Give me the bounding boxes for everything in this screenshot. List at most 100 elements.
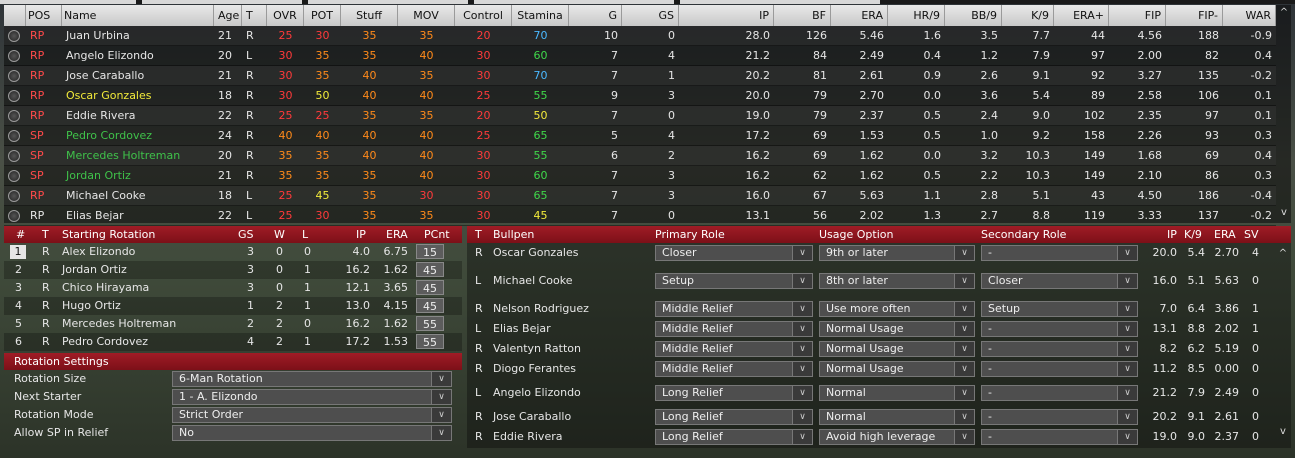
chevron-down-icon[interactable]: ∨	[1117, 322, 1137, 336]
usage-option-dropdown[interactable]: Normal Usage ∨	[819, 361, 975, 377]
chevron-down-icon[interactable]: ∨	[792, 386, 812, 400]
bullpen-row[interactable]: R Valentyn Ratton Middle Relief ∨ Normal Usa…	[467, 339, 1291, 359]
rotation-pitch-count-input[interactable]: 45	[416, 298, 444, 313]
rotation-mode-dropdown[interactable]: Strict Order ∨	[172, 407, 452, 423]
primary-role-dropdown[interactable]: Middle Relief ∨	[655, 301, 813, 317]
row-select-radio[interactable]	[8, 110, 20, 122]
secondary-role-dropdown[interactable]: - ∨	[981, 321, 1138, 337]
rotation-header-w[interactable]: W	[274, 228, 285, 241]
column-header-gs[interactable]: GS	[622, 5, 679, 26]
chevron-down-icon[interactable]: ∨	[431, 426, 451, 440]
primary-role-dropdown[interactable]: Middle Relief ∨	[655, 321, 813, 337]
usage-option-dropdown[interactable]: Normal Usage ∨	[819, 321, 975, 337]
table-row[interactable]: RP Angelo Elizondo 20 L 30 35 35 40 30 60 7 4 21.2 84…	[4, 46, 1276, 66]
primary-role-dropdown[interactable]: Long Relief ∨	[655, 409, 813, 425]
row-select-radio[interactable]	[8, 70, 20, 82]
usage-option-dropdown[interactable]: Normal ∨	[819, 385, 975, 401]
chevron-down-icon[interactable]: ∨	[954, 342, 974, 356]
secondary-role-dropdown[interactable]: - ∨	[981, 361, 1138, 377]
bullpen-header-title[interactable]: Bullpen	[493, 228, 535, 241]
column-header-throws[interactable]: T	[242, 5, 267, 26]
rotation-pitcher-name[interactable]: Chico Hirayama	[62, 281, 150, 294]
bullpen-row[interactable]: R Oscar Gonzales Closer ∨ 9th or later ∨ - ∨ 20.…	[467, 243, 1291, 263]
chevron-down-icon[interactable]: ∨	[1117, 410, 1137, 424]
secondary-role-dropdown[interactable]: - ∨	[981, 385, 1138, 401]
rotation-row[interactable]: 3 R Chico Hirayama 3 0 1 12.1 3.65 45	[4, 279, 462, 297]
column-header-g[interactable]: G	[569, 5, 622, 26]
chevron-down-icon[interactable]: ∨	[792, 302, 812, 316]
rotation-pitch-count-input[interactable]: 15	[416, 244, 444, 259]
rotation-size-dropdown[interactable]: 6-Man Rotation ∨	[172, 371, 452, 387]
chevron-down-icon[interactable]: ∨	[954, 302, 974, 316]
table-row[interactable]: RP Juan Urbina 21 R 25 30 35 35 20 70 10 0 28.0 126 5.…	[4, 26, 1276, 46]
secondary-role-dropdown[interactable]: - ∨	[981, 245, 1138, 261]
column-header-stuff[interactable]: Stuff	[341, 5, 398, 26]
column-header-pos[interactable]: POS	[26, 5, 62, 26]
chevron-down-icon[interactable]: ∨	[792, 246, 812, 260]
chevron-down-icon[interactable]: ∨	[954, 410, 974, 424]
usage-option-dropdown[interactable]: Use more often ∨	[819, 301, 975, 317]
rotation-row[interactable]: 5 R Mercedes Holtreman 2 2 0 16.2 1.62 55	[4, 315, 462, 333]
row-select-radio[interactable]	[8, 30, 20, 42]
primary-role-dropdown[interactable]: Middle Relief ∨	[655, 361, 813, 377]
row-select-radio[interactable]	[8, 50, 20, 62]
bullpen-header-secondary[interactable]: Secondary Role	[981, 228, 1067, 241]
chevron-down-icon[interactable]: ∨	[954, 430, 974, 444]
row-select-radio[interactable]	[8, 150, 20, 162]
tab-segment[interactable]	[474, 0, 674, 4]
chevron-down-icon[interactable]: ∨	[1117, 342, 1137, 356]
rotation-header-gs[interactable]: GS	[238, 228, 254, 241]
column-header-fipminus[interactable]: FIP-	[1166, 5, 1223, 26]
chevron-down-icon[interactable]: ∨	[792, 342, 812, 356]
column-header-stamina[interactable]: Stamina	[512, 5, 569, 26]
chevron-down-icon[interactable]: ∨	[954, 362, 974, 376]
bullpen-row[interactable]: L Michael Cooke Setup ∨ 8th or later ∨ Closer ∨…	[467, 263, 1291, 299]
bullpen-scroll-up-button[interactable]: ^	[1278, 248, 1288, 259]
rotation-pitch-count-input[interactable]: 55	[416, 316, 444, 331]
rotation-pitch-count-input[interactable]: 45	[416, 280, 444, 295]
row-select-radio[interactable]	[8, 190, 20, 202]
chevron-down-icon[interactable]: ∨	[792, 410, 812, 424]
chevron-down-icon[interactable]: ∨	[954, 386, 974, 400]
rotation-pitcher-name[interactable]: Pedro Cordovez	[62, 335, 149, 348]
usage-option-dropdown[interactable]: 9th or later ∨	[819, 245, 975, 261]
bullpen-scroll-down-button[interactable]: v	[1280, 426, 1286, 437]
table-scroll-down-button[interactable]: v	[1281, 207, 1287, 218]
table-row[interactable]: RP Michael Cooke 18 L 25 45 35 30 30 65 7 3 16.0 67 5.…	[4, 186, 1276, 206]
bullpen-pitcher-name[interactable]: Nelson Rodriguez	[493, 302, 589, 315]
next-starter-dropdown[interactable]: 1 - A. Elizondo ∨	[172, 389, 452, 405]
chevron-down-icon[interactable]: ∨	[1117, 246, 1137, 260]
column-header-control[interactable]: Control	[455, 5, 512, 26]
bullpen-row[interactable]: R Jose Caraballo Long Relief ∨ Normal ∨ - ∨ 20.2…	[467, 407, 1291, 427]
rotation-slot-number-box[interactable]: 1	[10, 245, 26, 259]
rotation-row[interactable]: 2 R Jordan Ortiz 3 0 1 16.2 1.62 45	[4, 261, 462, 279]
table-row[interactable]: RP Oscar Gonzales 18 R 30 50 40 40 25 55 9 3 20.0 79 2…	[4, 86, 1276, 106]
primary-role-dropdown[interactable]: Middle Relief ∨	[655, 341, 813, 357]
primary-role-dropdown[interactable]: Closer ∨	[655, 245, 813, 261]
chevron-down-icon[interactable]: ∨	[954, 322, 974, 336]
chevron-down-icon[interactable]: ∨	[1117, 386, 1137, 400]
bullpen-header-usage[interactable]: Usage Option	[819, 228, 894, 241]
usage-option-dropdown[interactable]: Normal ∨	[819, 409, 975, 425]
column-header-age[interactable]: Age	[214, 5, 242, 26]
column-header-bb9[interactable]: BB/9	[945, 5, 1002, 26]
bullpen-row[interactable]: R Eddie Rivera Long Relief ∨ Avoid high leve…	[467, 427, 1291, 447]
column-header-ovr[interactable]: OVR	[267, 5, 304, 26]
usage-option-dropdown[interactable]: Avoid high leverage ∨	[819, 429, 975, 445]
chevron-down-icon[interactable]: ∨	[954, 274, 974, 288]
chevron-down-icon[interactable]: ∨	[1117, 274, 1137, 288]
tab-segment[interactable]	[308, 0, 468, 4]
table-row[interactable]: SP Jordan Ortiz 21 R 35 35 35 40 30 60 7 3 16.2 62 1.6…	[4, 166, 1276, 186]
rotation-pitcher-name[interactable]: Alex Elizondo	[62, 245, 136, 258]
rotation-header-pcnt[interactable]: PCnt	[424, 228, 450, 241]
column-header-ip[interactable]: IP	[679, 5, 774, 26]
rotation-header-num[interactable]: #	[16, 228, 26, 241]
row-select-radio[interactable]	[8, 170, 20, 182]
chevron-down-icon[interactable]: ∨	[1117, 362, 1137, 376]
bullpen-row[interactable]: R Nelson Rodriguez Middle Relief ∨ Use more …	[467, 299, 1291, 319]
row-select-radio[interactable]	[8, 130, 20, 142]
chevron-down-icon[interactable]: ∨	[431, 408, 451, 422]
primary-role-dropdown[interactable]: Long Relief ∨	[655, 385, 813, 401]
rotation-row[interactable]: 1 R Alex Elizondo 3 0 0 4.0 6.75 15	[4, 243, 462, 261]
row-select-radio[interactable]	[8, 90, 20, 102]
